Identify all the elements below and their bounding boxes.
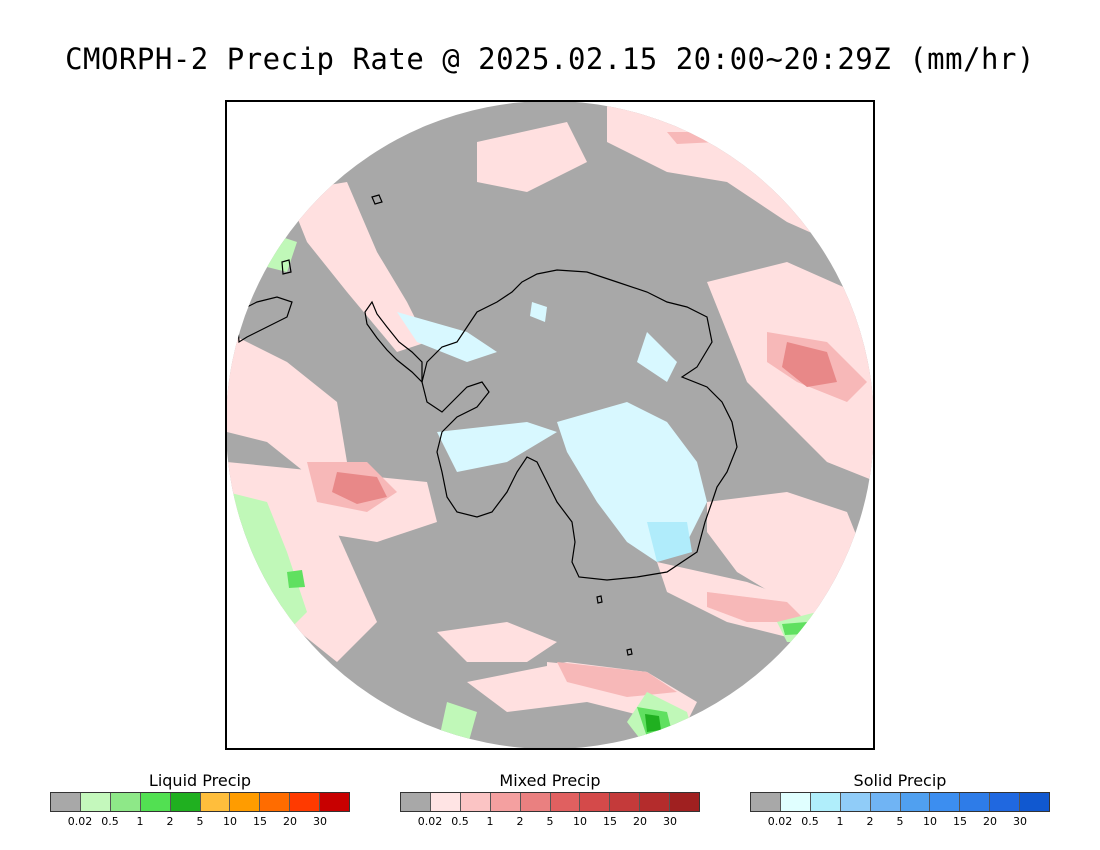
legend-swatch (230, 793, 261, 811)
legend-swatch (580, 793, 611, 811)
legend-tick-label: 30 (313, 815, 327, 828)
legend-tick-label: 10 (223, 815, 237, 828)
legend-swatch (460, 793, 491, 811)
legend-swatch (751, 793, 781, 811)
south-america-coastline (236, 296, 293, 344)
legend-tick-label: 2 (866, 815, 874, 828)
legend-swatch (320, 793, 350, 811)
legend-tick-label: 10 (573, 815, 587, 828)
legend-mixed-ticks: 0.02 0.5 1 2 5 10 15 20 30 (400, 812, 700, 830)
legend-swatch (870, 793, 901, 811)
coastlines (236, 194, 738, 656)
legend-tick-label: 1 (136, 815, 144, 828)
legend-tick-label: 1 (836, 815, 844, 828)
legend-mixed-title: Mixed Precip (499, 771, 601, 790)
legend-tick-label: 0.5 (451, 815, 469, 828)
mixed-precip-areas (227, 102, 873, 722)
legend-mixed-precip: Mixed Precip 0.02 0.5 1 2 5 10 15 20 30 (400, 770, 700, 830)
legend-swatch (900, 793, 931, 811)
legend-solid-precip: Solid Precip 0.02 0.5 1 2 5 10 15 20 30 (750, 770, 1050, 830)
legend-solid-ticks: 0.02 0.5 1 2 5 10 15 20 30 (750, 812, 1050, 830)
legend-swatch (840, 793, 871, 811)
legend-swatch (110, 793, 141, 811)
legend-solid-title: Solid Precip (853, 771, 947, 790)
legend-liquid-ticks: 0.02 0.5 1 2 5 10 15 20 30 (50, 812, 350, 830)
legend-tick-label: 5 (896, 815, 904, 828)
legend-swatch (490, 793, 521, 811)
solid-precip-areas (397, 302, 707, 562)
legend-solid-colorbar (750, 792, 1050, 812)
legend-swatch (640, 793, 671, 811)
legend-tick-label: 0.02 (767, 815, 793, 828)
legend-tick-label: 5 (546, 815, 554, 828)
legend-swatch (990, 793, 1021, 811)
legend-swatch (290, 793, 321, 811)
legend-tick-label: 15 (603, 815, 617, 828)
legend-swatch (550, 793, 581, 811)
legend-swatch (200, 793, 231, 811)
map-title: CMORPH-2 Precip Rate @ 2025.02.15 20:00~… (65, 42, 1035, 76)
legend-swatch (80, 793, 111, 811)
legend-tick-label: 1 (486, 815, 494, 828)
islands-coastline (281, 194, 633, 656)
legend-tick-label: 20 (983, 815, 997, 828)
legend-swatch (1020, 793, 1050, 811)
legend-liquid-precip: Liquid Precip 0.02 0.5 1 2 5 10 15 20 30 (50, 770, 350, 830)
legend-liquid-colorbar (50, 792, 350, 812)
legend-tick-label: 0.02 (67, 815, 93, 828)
legend-swatch (430, 793, 461, 811)
legend-tick-label: 15 (953, 815, 967, 828)
legend-tick-label: 5 (196, 815, 204, 828)
legend-tick-label: 15 (253, 815, 267, 828)
legend-tick-label: 10 (923, 815, 937, 828)
legend-swatch (520, 793, 551, 811)
legend-swatch (51, 793, 81, 811)
legend-swatch (670, 793, 700, 811)
legend-swatch (960, 793, 991, 811)
legend-tick-label: 0.5 (801, 815, 819, 828)
legend-tick-label: 2 (516, 815, 524, 828)
legend-tick-label: 30 (663, 815, 677, 828)
antarctic-peninsula-coastline (364, 300, 423, 384)
antarctica-coastline (421, 269, 738, 581)
legend-swatch (170, 793, 201, 811)
legend-swatch (401, 793, 431, 811)
legend-tick-label: 20 (633, 815, 647, 828)
legend-tick-label: 20 (283, 815, 297, 828)
legend-swatch (810, 793, 841, 811)
precip-map (225, 100, 875, 750)
precip-map-canvas (227, 102, 873, 748)
legend-liquid-title: Liquid Precip (148, 771, 252, 790)
legend-mixed-colorbar (400, 792, 700, 812)
legend-swatch (260, 793, 291, 811)
legend-swatch (610, 793, 641, 811)
legend-swatch (140, 793, 171, 811)
legend-tick-label: 0.5 (101, 815, 119, 828)
legend-tick-label: 30 (1013, 815, 1027, 828)
legend-tick-label: 2 (166, 815, 174, 828)
legend-swatch (780, 793, 811, 811)
legend-swatch (930, 793, 961, 811)
legend-tick-label: 0.02 (417, 815, 443, 828)
